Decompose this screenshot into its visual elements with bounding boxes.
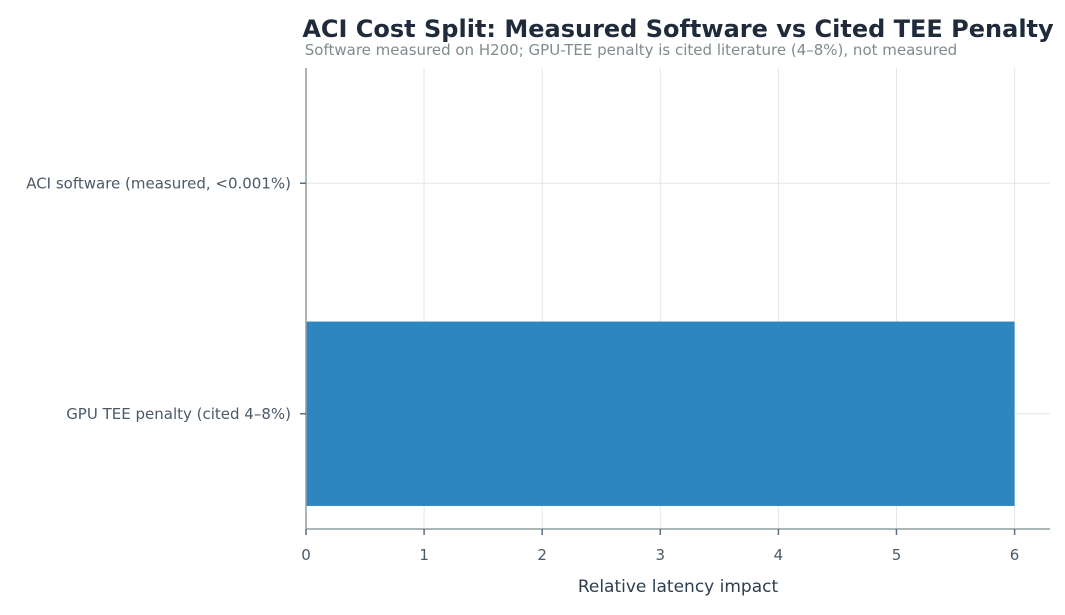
chart-title: ACI Cost Split: Measured Software vs Cit… <box>302 15 1054 43</box>
x-tick-label: 4 <box>774 546 784 564</box>
axes: 0 1 2 3 4 5 6 ACI software (measured, <0.001%) G… <box>26 68 1050 564</box>
y-tick-label: ACI software (measured, <0.001%) <box>26 174 291 192</box>
x-tick-label: 0 <box>301 546 311 564</box>
x-tick-label: 2 <box>537 546 547 564</box>
x-tick-label: 6 <box>1010 546 1020 564</box>
x-axis-label: Relative latency impact <box>578 577 779 597</box>
x-tick-label: 5 <box>892 546 902 564</box>
y-tick-label: GPU TEE penalty (cited 4–8%) <box>66 405 291 423</box>
x-tick-label: 3 <box>656 546 666 564</box>
chart-subtitle: Software measured on H200; GPU-TEE penal… <box>305 41 957 59</box>
bar <box>306 321 1015 506</box>
x-tick-label: 1 <box>419 546 429 564</box>
bars <box>306 91 1015 506</box>
